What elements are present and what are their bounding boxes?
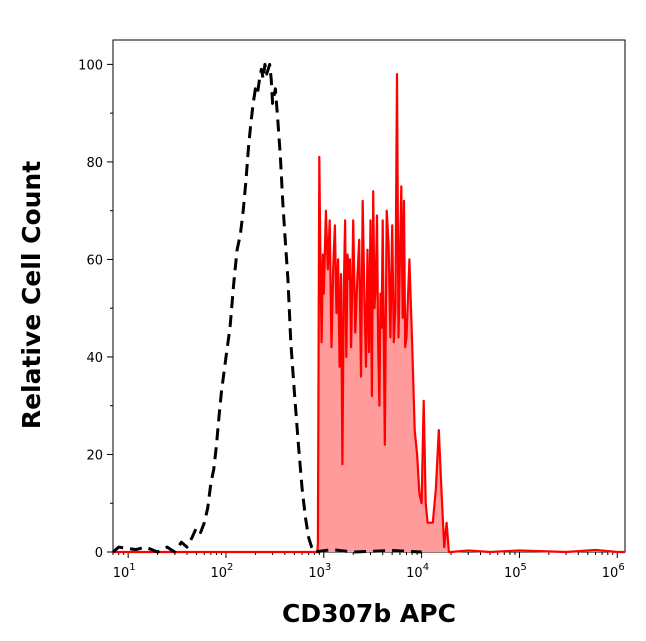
x-tick-label: 104 (406, 562, 429, 581)
control-histogram-line (112, 62, 422, 554)
x-axis-title: CD307b APC (282, 599, 456, 628)
y-tick-label: 20 (86, 448, 103, 463)
y-tick-label: 100 (78, 58, 103, 73)
stained-histogram-line (113, 73, 625, 554)
x-tick-label: 105 (504, 562, 527, 581)
y-tick-label: 60 (86, 253, 103, 268)
y-axis-title: Relative Cell Count (17, 161, 46, 429)
x-tick-label: 106 (602, 562, 625, 581)
stained-histogram-fill (113, 74, 625, 552)
series-layer (112, 62, 625, 554)
x-tick-label: 102 (211, 562, 234, 581)
x-tick-label: 103 (308, 562, 331, 581)
x-axis: 101 102 103 104 105 106 (113, 552, 625, 581)
y-tick-label: 0 (95, 546, 103, 561)
x-tick-label: 101 (113, 562, 136, 581)
y-tick-label: 40 (86, 351, 103, 366)
y-tick-label: 80 (86, 156, 103, 171)
y-axis: 0 20 40 60 80 100 (78, 58, 113, 561)
